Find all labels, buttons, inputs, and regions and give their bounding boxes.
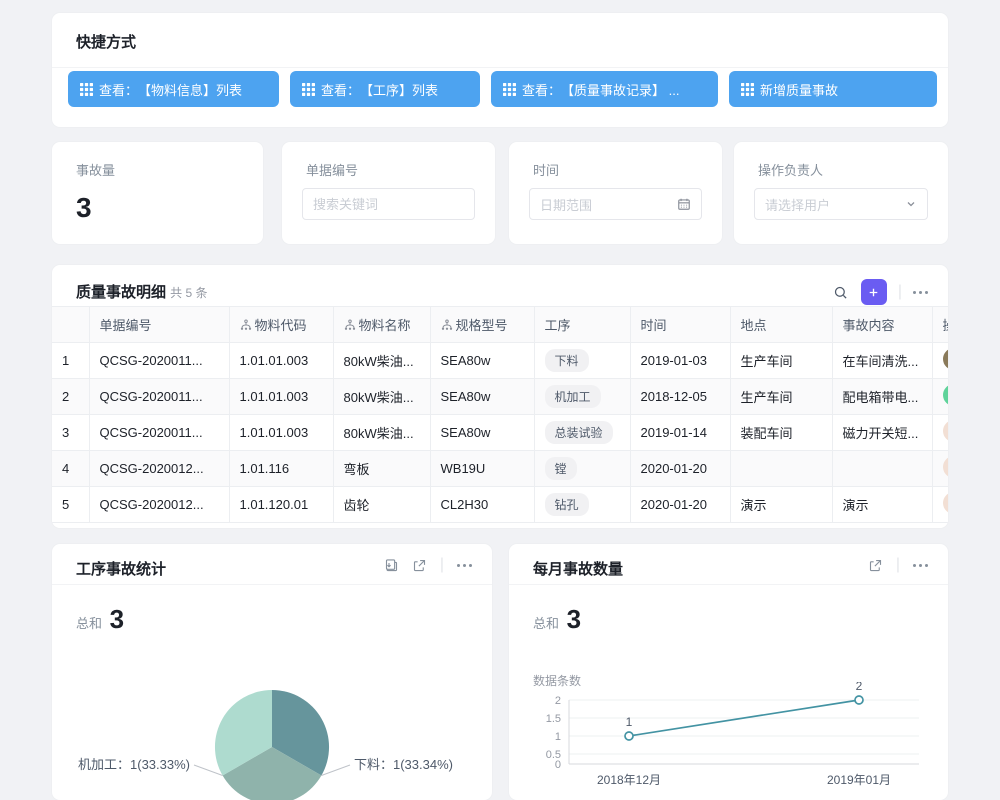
svg-text:机加工：1(33.33%): 机加工：1(33.33%): [78, 757, 190, 772]
svg-text:2: 2: [856, 682, 863, 693]
svg-text:2: 2: [555, 695, 561, 707]
svg-text:1.5: 1.5: [546, 713, 561, 725]
svg-text:2019年01月: 2019年01月: [827, 773, 891, 787]
svg-text:下料：1(33.34%): 下料：1(33.34%): [354, 757, 453, 772]
svg-text:2018年12月: 2018年12月: [597, 773, 661, 787]
svg-text:1: 1: [555, 731, 561, 743]
svg-text:1: 1: [626, 715, 633, 729]
svg-text:0: 0: [555, 759, 561, 771]
